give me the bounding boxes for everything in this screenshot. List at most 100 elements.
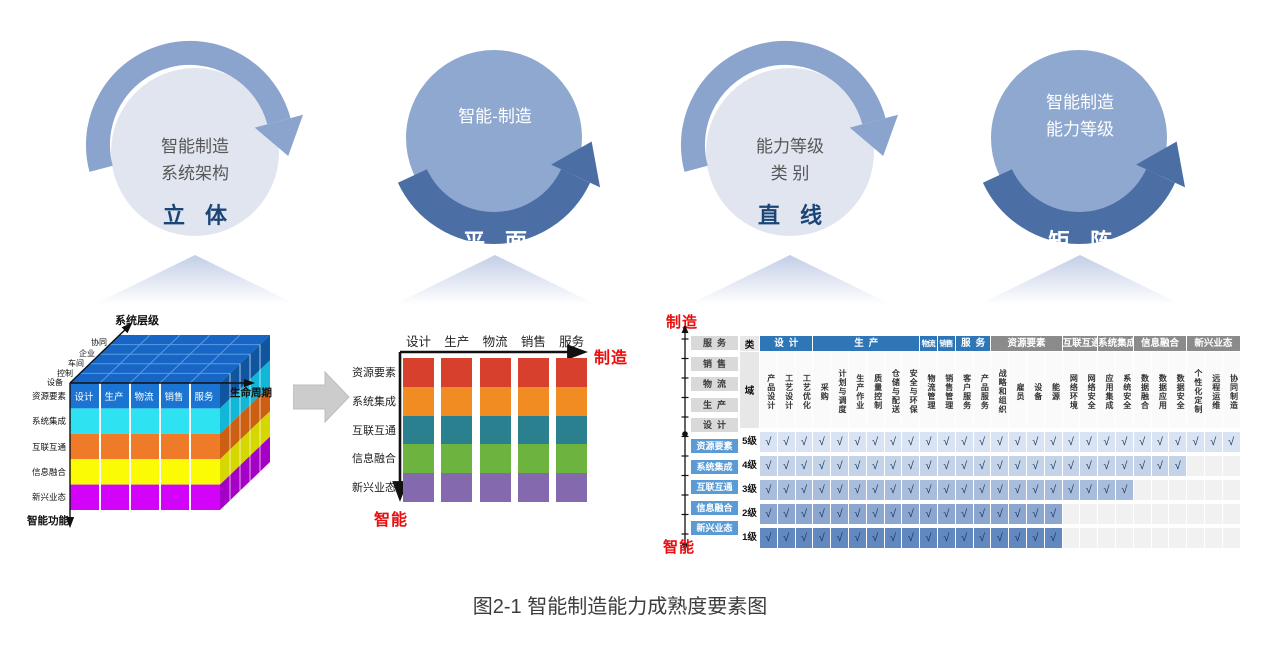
cycle-arrow-graphic [982, 50, 1186, 245]
plane-bar-segment [517, 358, 549, 387]
plane-bar-segment [479, 358, 511, 387]
matrix-check-cell: √ [1151, 456, 1169, 476]
matrix-check-cell: √ [760, 504, 777, 524]
matrix-check-cell: √ [902, 504, 920, 524]
matrix-check-cell: √ [920, 528, 937, 548]
plane-bar-segment [479, 444, 511, 474]
matrix-check-cell: √ [991, 480, 1009, 500]
plane-axis-right-label: 制造 [594, 350, 629, 367]
plane-column-header: 销售 [520, 335, 546, 349]
matrix-check-cell: √ [1062, 456, 1080, 476]
matrix-check-cell [1151, 480, 1169, 500]
matrix-check-cell: √ [920, 456, 937, 476]
plane-bar-segment [403, 415, 434, 445]
matrix-check-cell: √ [1044, 432, 1062, 452]
matrix-level-label: 5级 [742, 436, 757, 447]
matrix-check-cell: √ [991, 432, 1009, 452]
matrix-check-cell [1187, 528, 1204, 548]
matrix-check-cell: √ [795, 504, 813, 524]
wedge-pointer [978, 255, 1182, 305]
matrix-domain-header: 工艺优化 [795, 352, 813, 428]
matrix-check-cell: √ [777, 504, 795, 524]
wedge-pointer [688, 255, 892, 305]
matrix-domain-header: 远程运维 [1204, 352, 1222, 428]
matrix-corner-category: 类 [740, 336, 759, 351]
matrix-check-cell: √ [848, 480, 866, 500]
matrix-check-cell [1204, 528, 1222, 548]
matrix-level-row: 3级 √ √ √ √ √ √ √ √ √ √ √ √ √ √ √ √ √ √ √ √ √ [740, 480, 1250, 500]
matrix-check-cell: √ [760, 432, 777, 452]
matrix-level-label: 3级 [742, 484, 757, 495]
cube-layer-side [220, 411, 270, 485]
matrix-check-cell: √ [1044, 528, 1062, 548]
matrix-check-cell [1062, 528, 1080, 548]
cube-level-label: 控制 [57, 368, 73, 378]
maturity-matrix-table: 类设计 生产 物流 销售 服务 资源要素 互联互通 系统集成 信息融合 新兴业态 域产品设计 工艺设… [740, 336, 1250, 552]
matrix-check-cell: √ [884, 480, 902, 500]
matrix-check-cell: √ [831, 456, 848, 476]
plane-bar-segment [556, 386, 588, 416]
matrix-domain-header: 设备 [1026, 352, 1044, 428]
wedge-pointer [93, 255, 297, 305]
matrix-check-cell: √ [1098, 480, 1115, 500]
matrix-side-box: 信息融合 [691, 500, 738, 515]
plane-axes [392, 344, 588, 502]
matrix-check-cell [1115, 528, 1133, 548]
matrix-check-cell: √ [848, 504, 866, 524]
matrix-level-label: 1级 [742, 532, 757, 543]
cycle-inner-circle [991, 50, 1167, 226]
matrix-group-header: 设计 [760, 336, 813, 351]
matrix-group-header: 信息融合 [1133, 336, 1187, 351]
cycle-ring [680, 41, 886, 172]
matrix-check-cell: √ [1044, 504, 1062, 524]
cube-column-label: 设计 [74, 391, 94, 403]
plane-stacked-bar [403, 358, 434, 502]
figure-caption: 图2-1 智能制造能力成熟度要素图 [472, 596, 768, 618]
plane-axis-bottom-label: 智能 [374, 512, 409, 529]
matrix-check-cell [1204, 456, 1222, 476]
matrix-check-cell: √ [1080, 456, 1098, 476]
matrix-side-box: 销售 [691, 356, 738, 371]
matrix-check-cell: √ [937, 504, 955, 524]
cube-side-lines [229, 344, 261, 501]
matrix-check-cell: √ [831, 528, 848, 548]
matrix-check-cell [1222, 504, 1240, 524]
matrix-check-cell: √ [1009, 432, 1026, 452]
cube-layer-front [70, 408, 220, 434]
matrix-side-box: 资源要素 [691, 438, 738, 453]
matrix-side-box: 物流 [691, 377, 738, 392]
matrix-check-cell [1169, 480, 1187, 500]
system-level-axis [69, 322, 133, 384]
matrix-group-header: 物流 [920, 336, 937, 351]
matrix-domain-header: 工艺设计 [777, 352, 795, 428]
matrix-check-cell: √ [1080, 480, 1098, 500]
matrix-domain-header: 应用集成 [1098, 352, 1115, 428]
plane-bar-segment [556, 358, 588, 387]
matrix-group-header: 销售 [937, 336, 955, 351]
cycle-ring [85, 41, 291, 172]
cube-column-label: 物流 [134, 391, 154, 403]
matrix-domain-header: 战略和组织 [991, 352, 1009, 428]
matrix-check-cell: √ [866, 528, 884, 548]
matrix-check-cell: √ [795, 432, 813, 452]
matrix-check-cell: √ [1133, 432, 1151, 452]
matrix-domain-header: 数据安全 [1169, 352, 1187, 428]
cycle-arrowhead-icon [849, 114, 899, 156]
matrix-check-cell: √ [777, 456, 795, 476]
cube-top-face [70, 335, 270, 383]
matrix-check-cell: √ [955, 456, 973, 476]
matrix-check-cell: √ [1044, 480, 1062, 500]
matrix-check-cell: √ [760, 456, 777, 476]
matrix-check-cell [1151, 528, 1169, 548]
wedge-pointer [393, 255, 597, 305]
cube-layer-side [220, 436, 270, 510]
matrix-check-cell: √ [1062, 432, 1080, 452]
matrix-side-box: 生产 [691, 397, 738, 412]
matrix-check-cell: √ [1098, 432, 1115, 452]
matrix-check-cell: √ [955, 528, 973, 548]
cycle-solid: 智能制造 系统架构 立 体 [77, 32, 313, 264]
cube-row-label: 系统集成 [32, 416, 67, 426]
matrix-side-box: 新兴业态 [691, 521, 738, 536]
matrix-check-cell: √ [973, 480, 991, 500]
matrix-check-cell: √ [1169, 456, 1187, 476]
